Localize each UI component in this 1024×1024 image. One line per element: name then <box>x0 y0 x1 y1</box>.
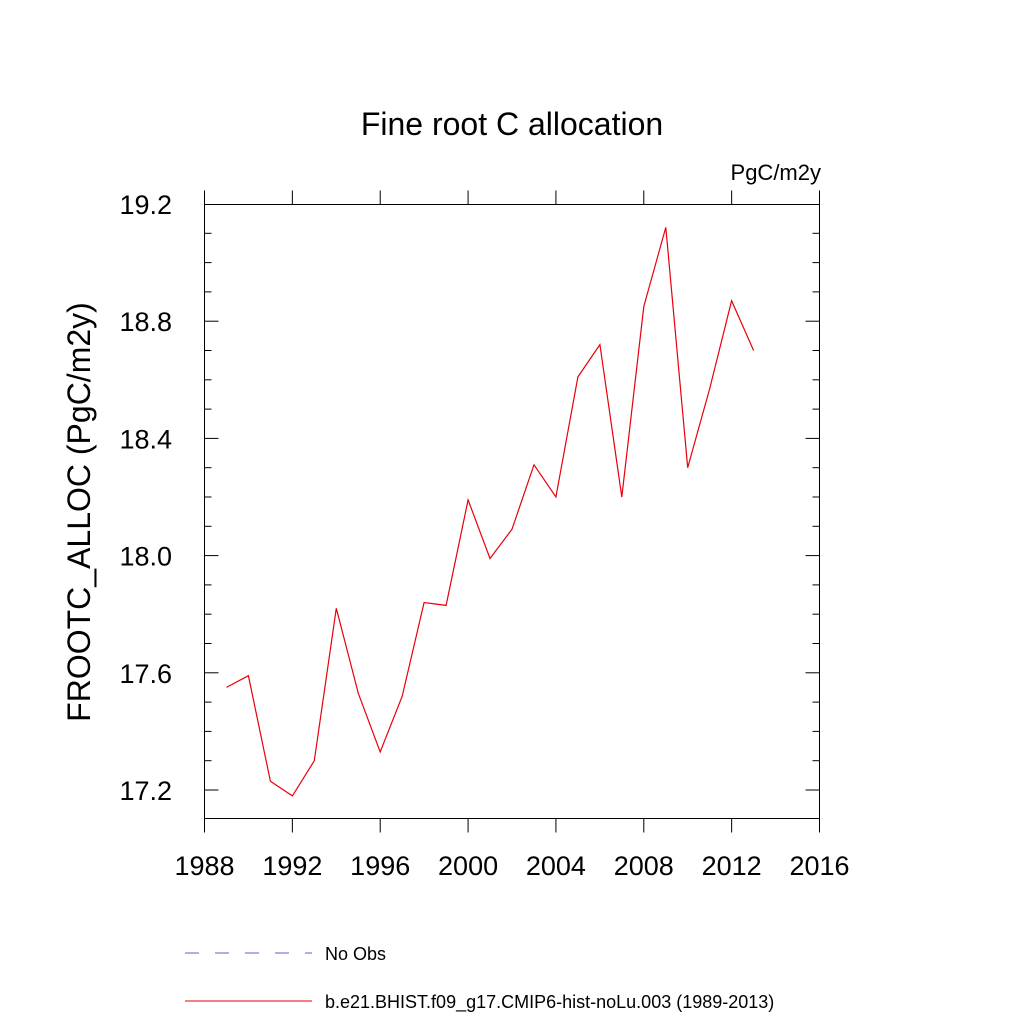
x-tick-label: 1996 <box>350 851 410 881</box>
legend: No Obs b.e21.BHIST.f09_g17.CMIP6-hist-noL… <box>185 944 774 1013</box>
chart-title: Fine root C allocation <box>361 106 663 142</box>
plot-frame <box>204 204 820 819</box>
units-label: PgC/m2y <box>731 160 821 185</box>
y-tick-label: 17.6 <box>119 659 172 689</box>
x-tick-label: 2012 <box>702 851 762 881</box>
y-tick-label: 19.2 <box>119 190 172 220</box>
y-axis-label: FROOTC_ALLOC (PgC/m2y) <box>61 302 97 722</box>
x-tick-label: 2008 <box>614 851 674 881</box>
x-tick-label: 2016 <box>789 851 849 881</box>
x-tick-label: 2000 <box>438 851 498 881</box>
series-line <box>226 227 755 797</box>
x-axis-ticks: 1988 1992 1996 2000 2004 2008 2012 2016 <box>174 190 850 881</box>
x-tick-label: 1988 <box>174 851 234 881</box>
x-tick-label: 2004 <box>526 851 586 881</box>
legend-label: b.e21.BHIST.f09_g17.CMIP6-hist-noLu.003 … <box>325 992 774 1013</box>
series-layer <box>226 227 755 797</box>
x-tick-label: 1992 <box>262 851 322 881</box>
y-tick-label: 18.4 <box>119 424 172 454</box>
y-tick-label: 18.8 <box>119 307 172 337</box>
y-tick-label: 18.0 <box>119 542 172 572</box>
y-tick-label: 17.2 <box>119 776 172 806</box>
legend-label: No Obs <box>325 944 386 964</box>
y-axis-ticks: 17.2 17.6 18.0 18.4 18.8 19.2 <box>119 190 820 806</box>
